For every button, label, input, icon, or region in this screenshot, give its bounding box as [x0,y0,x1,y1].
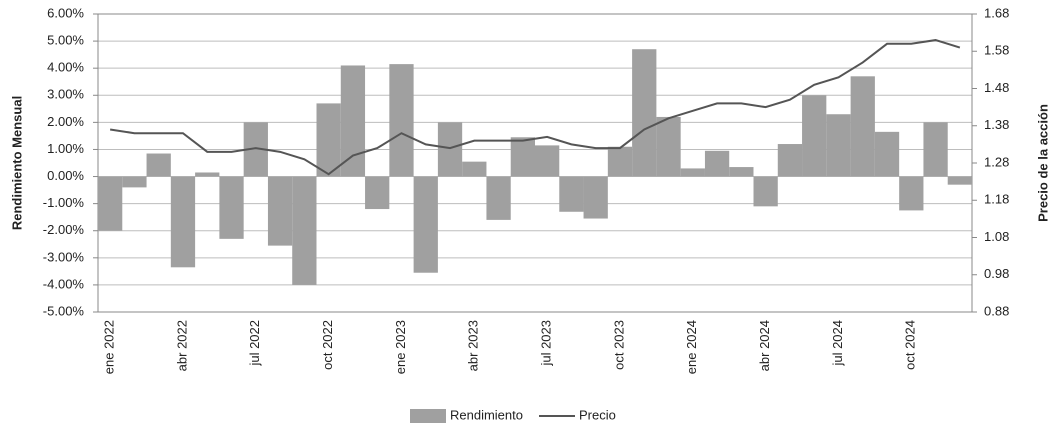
x-tick-label: ene 2022 [102,320,117,374]
x-tick-label: jul 2023 [539,320,554,367]
y2-axis-title: Precio de la acción [1035,104,1050,222]
y2-tick-label: 1.58 [984,43,1009,58]
line [109,39,961,176]
y-tick-label: 5.00% [47,33,84,48]
bar [680,168,705,177]
y2-tick-label: 0.98 [984,266,1009,281]
bar [486,176,511,220]
bar [777,144,803,177]
y-tick-label: -2.00% [43,222,85,237]
y-tick-label: -1.00% [43,195,85,210]
bar [462,161,487,177]
y2-tick-label: 0.88 [984,303,1009,318]
bar [729,167,754,177]
x-tick-label: jul 2024 [830,320,845,367]
x-tick-label: ene 2023 [393,320,408,374]
bar [195,172,220,177]
bar [802,95,827,177]
bar [219,176,244,239]
y2-tick-label: 1.38 [984,117,1009,132]
legend-swatch [410,409,446,423]
bar [146,153,171,177]
bar [923,122,948,177]
y2-tick-label: 1.28 [984,154,1009,169]
x-tick-label: oct 2022 [320,320,335,370]
bar [389,64,414,177]
bar [510,137,535,177]
legend-label: Precio [579,407,616,422]
y2-tick-label: 1.18 [984,192,1009,207]
y-tick-label: 0.00% [47,168,84,183]
x-tick-label: jul 2022 [247,320,262,367]
bar [437,122,463,177]
bar [632,49,657,177]
bar [656,116,681,177]
legend-label: Rendimiento [450,407,523,422]
y-tick-label: 4.00% [47,60,84,75]
y-tick-label: 2.00% [47,114,84,129]
y2-tick-label: 1.68 [984,5,1009,20]
x-tick-label: oct 2023 [611,320,626,370]
y-tick-label: 3.00% [47,87,84,102]
y-tick-label: 6.00% [47,5,84,20]
bar [170,176,196,268]
bar [292,176,317,285]
y-axis-title: Rendimiento Mensual [9,96,24,230]
bar [122,176,147,188]
x-tick-label: ene 2024 [684,320,699,374]
y-tick-label: -3.00% [43,249,85,264]
y2-tick-label: 1.48 [984,80,1009,95]
x-tick-label: abr 2024 [757,320,772,371]
bar [340,65,366,177]
bar [316,103,341,177]
bar [535,145,560,177]
bar [826,114,851,177]
y-tick-label: -5.00% [43,303,85,318]
bar [559,176,584,212]
bar [98,176,123,231]
y-tick-label: -4.00% [43,276,85,291]
y-tick-label: 1.00% [47,141,84,156]
bar [365,176,390,210]
x-tick-label: abr 2022 [174,320,189,371]
bar [583,176,608,219]
bar [947,176,972,185]
y2-tick-label: 1.08 [984,229,1009,244]
bar [874,131,900,177]
bar [267,176,293,246]
plot-frame [97,13,973,313]
x-tick-label: abr 2023 [466,320,481,371]
bar [413,176,438,273]
bar [607,146,633,177]
bar [850,76,875,177]
bar [704,150,730,177]
x-tick-label: oct 2024 [903,320,918,370]
bar [753,176,778,207]
bar [899,176,924,211]
